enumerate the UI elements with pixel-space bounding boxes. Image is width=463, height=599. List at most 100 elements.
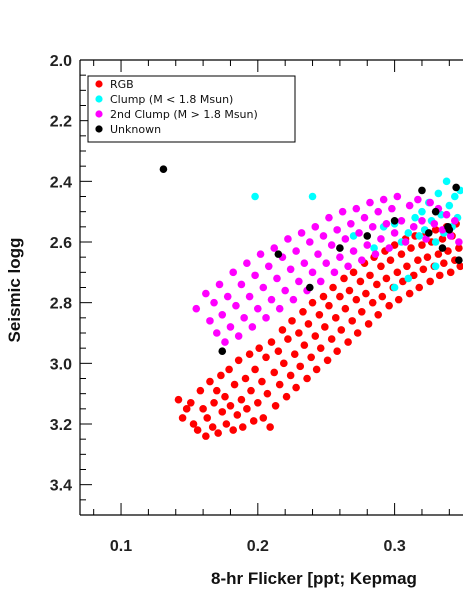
- point-2nd-clump-m-1-8-msun: [450, 216, 459, 225]
- point-rgb: [407, 244, 415, 252]
- point-2nd-clump-m-1-8-msun: [215, 280, 224, 289]
- point-rgb: [300, 341, 309, 349]
- point-rgb: [307, 353, 315, 362]
- point-unknown: [274, 250, 283, 258]
- point-rgb: [434, 250, 443, 258]
- point-2nd-clump-m-1-8-msun: [281, 286, 289, 295]
- point-rgb: [262, 353, 270, 362]
- point-rgb: [345, 286, 354, 295]
- point-rgb: [336, 292, 344, 301]
- point-2nd-clump-m-1-8-msun: [273, 274, 281, 283]
- point-2nd-clump-m-1-8-msun: [377, 235, 385, 243]
- point-2nd-clump-m-1-8-msun: [316, 277, 325, 286]
- point-2nd-clump-m-1-8-msun: [322, 259, 331, 268]
- point-rgb: [245, 350, 254, 359]
- point-2nd-clump-m-1-8-msun: [405, 201, 414, 210]
- point-clump-m-1-8-msun: [442, 177, 451, 186]
- x-tick-label: 0.3: [383, 538, 405, 555]
- point-rgb: [308, 298, 317, 307]
- point-rgb: [237, 395, 246, 404]
- legend-label: RGB: [110, 78, 134, 91]
- point-rgb: [251, 365, 259, 374]
- point-2nd-clump-m-1-8-msun: [254, 304, 262, 313]
- point-rgb: [263, 389, 272, 398]
- x-axis-title: 8-hr Flicker [ppt; Kepmag: [211, 569, 417, 588]
- point-2nd-clump-m-1-8-msun: [262, 314, 270, 322]
- point-rgb: [292, 383, 300, 392]
- point-rgb: [356, 277, 365, 286]
- point-2nd-clump-m-1-8-msun: [388, 204, 396, 213]
- point-rgb: [386, 256, 395, 265]
- point-rgb: [456, 262, 463, 271]
- point-rgb: [331, 314, 340, 322]
- point-rgb: [233, 411, 242, 419]
- point-rgb: [218, 408, 227, 416]
- point-2nd-clump-m-1-8-msun: [267, 295, 276, 304]
- point-rgb: [299, 307, 307, 316]
- point-clump-m-1-8-msun: [404, 274, 413, 283]
- point-rgb: [440, 259, 448, 268]
- point-rgb: [435, 271, 444, 280]
- point-2nd-clump-m-1-8-msun: [319, 232, 328, 240]
- point-rgb: [186, 398, 195, 407]
- plot-frame: [79, 59, 463, 516]
- point-rgb: [230, 380, 239, 389]
- point-rgb: [296, 362, 305, 371]
- point-rgb: [364, 320, 373, 328]
- tick-labels: 0.1 0.2 0.3 2.0 2.2 2.4 2.6 2.8 3.0 3.2 3.4: [50, 53, 406, 555]
- legend: RGB Clump (M < 1.8 Msun) 2nd Clump (M > 1.…: [87, 75, 296, 143]
- point-2nd-clump-m-1-8-msun: [256, 250, 265, 258]
- point-rgb: [226, 402, 235, 410]
- point-rgb: [282, 392, 291, 401]
- point-rgb: [378, 292, 387, 301]
- point-2nd-clump-m-1-8-msun: [325, 213, 333, 222]
- point-clump-m-1-8-msun: [411, 213, 419, 222]
- point-rgb: [295, 329, 303, 337]
- point-2nd-clump-m-1-8-msun: [422, 235, 430, 243]
- point-rgb: [304, 320, 313, 328]
- point-2nd-clump-m-1-8-msun: [270, 244, 279, 252]
- point-rgb: [267, 338, 276, 346]
- point-2nd-clump-m-1-8-msun: [442, 210, 451, 219]
- legend-marker: [95, 125, 103, 133]
- point-rgb: [290, 350, 299, 359]
- point-clump-m-1-8-msun: [370, 244, 378, 252]
- point-rgb: [210, 398, 218, 407]
- point-clump-m-1-8-msun: [415, 232, 424, 240]
- point-2nd-clump-m-1-8-msun: [446, 232, 455, 240]
- point-rgb: [455, 244, 463, 252]
- point-2nd-clump-m-1-8-msun: [414, 195, 422, 204]
- legend-box: [87, 75, 296, 143]
- point-clump-m-1-8-msun: [434, 189, 443, 198]
- point-2nd-clump-m-1-8-msun: [284, 235, 292, 243]
- point-rgb: [193, 426, 202, 434]
- point-rgb: [393, 268, 402, 277]
- point-rgb: [196, 386, 205, 395]
- point-rgb: [271, 402, 280, 410]
- point-2nd-clump-m-1-8-msun: [237, 280, 246, 289]
- point-rgb: [415, 283, 424, 292]
- point-clump-m-1-8-msun: [390, 283, 399, 292]
- point-2nd-clump-m-1-8-msun: [347, 220, 355, 228]
- data-points: [159, 165, 463, 440]
- point-unknown: [218, 347, 227, 356]
- point-2nd-clump-m-1-8-msun: [379, 195, 388, 204]
- point-2nd-clump-m-1-8-msun: [192, 304, 201, 313]
- point-2nd-clump-m-1-8-msun: [430, 220, 439, 228]
- point-rgb: [438, 235, 447, 243]
- point-clump-m-1-8-msun: [418, 207, 426, 216]
- point-2nd-clump-m-1-8-msun: [295, 277, 303, 286]
- point-rgb: [405, 289, 414, 298]
- point-2nd-clump-m-1-8-msun: [397, 216, 406, 225]
- point-unknown: [306, 283, 314, 292]
- y-tick-label: 2.4: [50, 174, 72, 191]
- point-rgb: [352, 295, 361, 304]
- point-2nd-clump-m-1-8-msun: [390, 229, 399, 237]
- point-2nd-clump-m-1-8-msun: [221, 338, 229, 346]
- point-clump-m-1-8-msun: [404, 229, 413, 237]
- x-tick-label: 0.2: [247, 538, 269, 555]
- point-rgb: [202, 432, 210, 440]
- point-rgb: [270, 368, 279, 377]
- point-rgb: [189, 420, 198, 428]
- point-rgb: [234, 356, 243, 365]
